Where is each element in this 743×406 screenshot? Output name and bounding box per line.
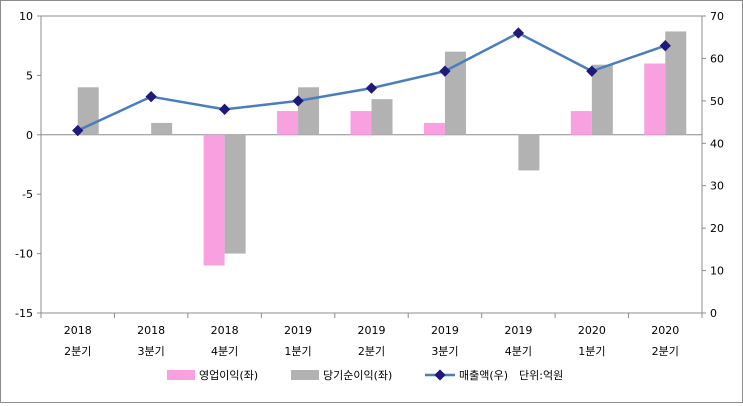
category-quarter-label: 1분기 bbox=[284, 345, 311, 358]
category-quarter-label: 2분기 bbox=[64, 345, 91, 358]
category-quarter-label: 1분기 bbox=[578, 345, 605, 358]
right-axis-tick-label: 20 bbox=[710, 222, 724, 235]
category-year-label: 2018 bbox=[211, 324, 239, 337]
category-quarter-label: 2분기 bbox=[652, 345, 679, 358]
category-quarter-label: 2분기 bbox=[358, 345, 385, 358]
legend-swatch-operating-profit bbox=[167, 370, 195, 380]
left-axis-tick-label: 0 bbox=[26, 129, 33, 142]
line-layer bbox=[72, 27, 671, 137]
bar-net-income bbox=[444, 51, 466, 135]
category-year-label: 2018 bbox=[64, 324, 92, 337]
left-axis-tick-label: 10 bbox=[19, 10, 33, 23]
bars-layer bbox=[77, 31, 687, 266]
right-axis-tick-label: 60 bbox=[710, 52, 724, 65]
bar-operating-profit bbox=[350, 111, 372, 135]
point-revenue bbox=[512, 27, 525, 39]
legend-label-revenue: 매출액(우) bbox=[459, 369, 508, 382]
left-axis-tick-label: -5 bbox=[22, 188, 33, 201]
left-axis-tick-label: -15 bbox=[15, 307, 33, 320]
bar-net-income bbox=[371, 99, 393, 135]
bar-operating-profit bbox=[423, 122, 445, 135]
bar-net-income bbox=[151, 122, 173, 135]
category-quarter-label: 3분기 bbox=[138, 345, 165, 358]
legend-swatch-net-income bbox=[291, 370, 319, 380]
category-year-label: 2020 bbox=[578, 324, 606, 337]
category-year-label: 2019 bbox=[504, 324, 532, 337]
bar-net-income bbox=[665, 31, 687, 135]
plot-area-border bbox=[40, 15, 703, 314]
point-revenue bbox=[145, 90, 157, 103]
bar-operating-profit bbox=[570, 111, 592, 135]
point-revenue bbox=[659, 40, 671, 52]
bar-operating-profit bbox=[203, 134, 225, 266]
bar-net-income bbox=[298, 87, 320, 135]
category-year-label: 2019 bbox=[284, 324, 312, 337]
bar-net-income bbox=[518, 134, 540, 171]
bar-net-income bbox=[77, 87, 99, 135]
category-year-label: 2019 bbox=[431, 324, 459, 337]
right-axis-tick-label: 0 bbox=[710, 307, 717, 320]
bar-net-income bbox=[224, 134, 246, 254]
unit-note: 단위:억원 bbox=[519, 369, 563, 382]
left-axis-tick-label: 5 bbox=[26, 69, 33, 82]
legend-label-operating-profit: 영업이익(좌) bbox=[199, 369, 258, 382]
left-axis-tick-label: -10 bbox=[15, 248, 33, 261]
category-year-label: 2019 bbox=[358, 324, 386, 337]
legend-marker-revenue bbox=[434, 369, 446, 381]
category-quarter-label: 4분기 bbox=[211, 345, 238, 358]
bar-operating-profit bbox=[277, 111, 299, 135]
bar-operating-profit bbox=[644, 63, 666, 135]
right-axis-tick-label: 40 bbox=[710, 137, 724, 150]
category-quarter-label: 4분기 bbox=[505, 345, 532, 358]
right-axis-tick-label: 30 bbox=[710, 180, 724, 193]
point-revenue bbox=[365, 82, 378, 94]
legend: 영업이익(좌) 당기순이익(좌) 매출액(우) 단위:억원 bbox=[167, 369, 563, 382]
bar-net-income bbox=[591, 64, 613, 135]
category-year-label: 2018 bbox=[137, 324, 165, 337]
legend-label-net-income: 당기순이익(좌) bbox=[323, 369, 392, 382]
category-quarter-label: 3분기 bbox=[431, 345, 458, 358]
right-axis-tick-label: 50 bbox=[710, 95, 724, 108]
category-year-label: 2020 bbox=[651, 324, 679, 337]
right-axis-tick-label: 70 bbox=[710, 10, 724, 23]
right-axis-tick-label: 10 bbox=[710, 265, 724, 278]
point-revenue bbox=[218, 103, 231, 115]
